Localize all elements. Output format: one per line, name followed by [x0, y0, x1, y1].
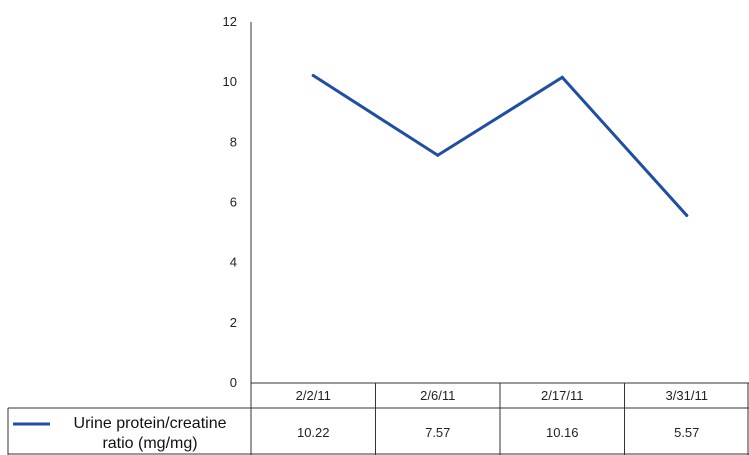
x-category-label: 2/2/11	[296, 388, 331, 403]
y-tick-label: 6	[230, 195, 237, 210]
y-tick-label: 12	[223, 14, 237, 29]
y-tick-label: 2	[230, 315, 237, 330]
data-point	[560, 75, 564, 79]
data-point	[436, 153, 440, 157]
data-point	[311, 74, 315, 78]
table-value-cell: 7.57	[425, 425, 450, 440]
y-tick-label: 10	[223, 74, 237, 89]
y-tick-label: 0	[230, 375, 237, 390]
series-row-label: Urine protein/creatine ratio (mg/mg)	[74, 415, 227, 452]
data-point	[685, 213, 689, 217]
x-category-label: 3/31/11	[666, 388, 708, 403]
series-layer	[311, 74, 689, 217]
table-value-cell: 5.57	[674, 425, 699, 440]
data-table: 2/2/11 10.22 2/6/11 7.57 2/17/11 10.16 3/31/11…	[7, 382, 749, 455]
y-tick-label: 8	[230, 134, 237, 149]
x-category-label: 2/17/11	[541, 388, 583, 403]
table-value-cell: 10.22	[297, 425, 330, 440]
y-tick-label: 4	[230, 255, 237, 270]
series-line	[311, 74, 689, 217]
y-axis-ticks: 0 2 4 6 8 10 12	[223, 14, 237, 390]
table-value-cell: 10.16	[546, 425, 579, 440]
x-category-label: 2/6/11	[420, 388, 455, 403]
